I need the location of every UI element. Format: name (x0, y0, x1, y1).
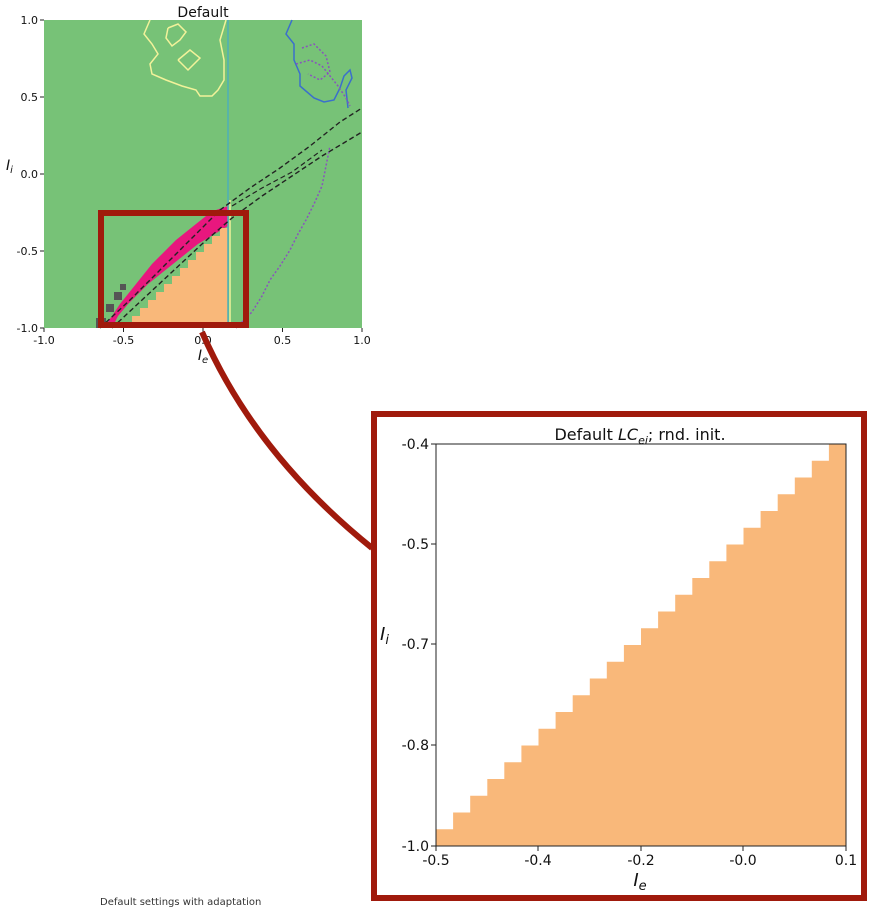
x-tick-label: -0.4 (524, 853, 551, 869)
dashed-boundary-mid (231, 149, 323, 207)
zoom-highlight-box (98, 210, 249, 328)
zoomed-heatmap: Default LCei; rnd. init. -0.5 -0.4 -0.2 -0.… (371, 411, 867, 901)
x-tick-label: -0.5 (113, 334, 134, 347)
y-tick-label: -0.5 (17, 245, 38, 258)
y-tick-label: -1.0 (402, 839, 429, 855)
yellow-contour-loop (165, 23, 187, 48)
dashed-boundary-upper (99, 107, 363, 329)
figure-caption: Default settings with adaptation (100, 897, 262, 908)
yellow-contour-loop (177, 49, 202, 72)
y-tick-label: 0.5 (21, 91, 39, 104)
zoom-y-label: Ii (380, 624, 389, 648)
x-tick-label: 0.1 (835, 853, 857, 869)
overview-y-label: Ii (6, 158, 13, 176)
y-tick-label: -0.5 (402, 537, 429, 553)
overview-heatmap: Default -1.0 -0.5 0.0 0.5 1.0 -1.0 -0.5 0.0 0.5… (6, 5, 371, 366)
x-tick-label: 0.5 (274, 334, 292, 347)
zoom-connector (199, 330, 374, 551)
overview-y-ticks: -1.0 -0.5 0.0 0.5 1.0 (17, 14, 44, 335)
y-tick-label: -1.0 (17, 322, 38, 335)
y-tick-label: -0.7 (402, 637, 429, 653)
purple-dotted-contour (235, 145, 331, 329)
x-tick-label: -1.0 (33, 334, 54, 347)
x-tick-label: -0.2 (627, 853, 654, 869)
overview-x-label: Ie (198, 348, 208, 366)
yellow-contour (143, 19, 227, 97)
x-tick-label: -0.0 (729, 853, 756, 869)
x-tick-label: 1.0 (353, 334, 371, 347)
y-tick-label: -0.8 (402, 738, 429, 754)
y-tick-label: 0.0 (21, 168, 39, 181)
x-tick-label: -0.5 (422, 853, 449, 869)
purple-contour (295, 59, 351, 107)
bistable-cell (106, 304, 114, 312)
dashed-boundary-lower (111, 131, 363, 329)
zoom-title: Default LCei; rnd. init. (554, 425, 725, 447)
quiescent-region (128, 228, 228, 328)
zoom-y-ticks: -1.0 -0.8 -0.7 -0.5 -0.4 (402, 437, 436, 855)
blue-contour (285, 19, 353, 109)
y-tick-label: -0.4 (402, 437, 429, 453)
bistable-cell (114, 292, 122, 300)
quiescent-staircase (436, 444, 846, 846)
y-tick-label: 1.0 (21, 14, 39, 27)
purple-contour (301, 43, 331, 81)
overview-title: Default (177, 5, 229, 21)
bistable-cell (120, 284, 126, 290)
zoom-x-ticks: -0.5 -0.4 -0.2 -0.0 0.1 (422, 846, 857, 869)
oscillatory-band (104, 206, 228, 328)
